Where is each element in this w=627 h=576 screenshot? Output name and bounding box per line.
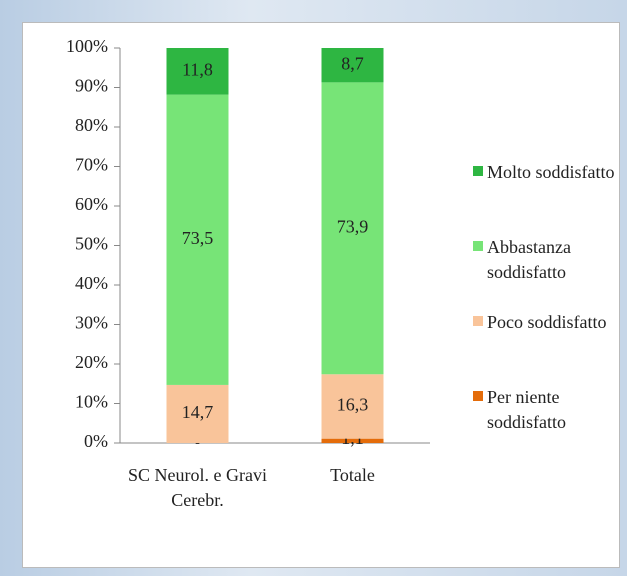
legend-swatch — [473, 391, 483, 401]
value-label: 8,7 — [341, 53, 364, 73]
y-tick-label: 50% — [75, 234, 108, 254]
value-label: 14,7 — [182, 402, 214, 422]
legend-swatch — [473, 241, 483, 251]
y-tick-label: 0% — [84, 431, 108, 451]
value-label: 16,3 — [337, 395, 369, 415]
bar-segment — [321, 48, 384, 83]
legend-swatch — [473, 316, 483, 326]
bar-segment — [166, 384, 229, 443]
y-tick-label: 70% — [75, 155, 108, 175]
y-tick-label: 100% — [66, 36, 108, 56]
y-tick-label: 60% — [75, 194, 108, 214]
legend-label: Poco soddisfatto — [487, 312, 607, 332]
legend-swatch — [473, 166, 483, 176]
x-tick-label: SC Neurol. e Gravi Cerebr. — [128, 465, 267, 510]
legend-label: Molto soddisfatto — [487, 162, 615, 182]
x-tick-label: Totale — [330, 465, 375, 485]
value-label: 11,8 — [182, 59, 213, 79]
y-tick-label: 90% — [75, 76, 108, 96]
value-label: 73,5 — [182, 228, 214, 248]
value-label: 73,9 — [337, 216, 369, 236]
legend-label: Abbastanza soddisfatto — [487, 237, 571, 282]
bar-segment — [166, 48, 229, 95]
y-tick-label: 10% — [75, 392, 108, 412]
y-tick-label: 80% — [75, 115, 108, 135]
bar-segment — [321, 438, 384, 443]
y-tick-label: 40% — [75, 273, 108, 293]
legend-label: Per niente soddisfatto — [487, 387, 566, 432]
y-tick-label: 20% — [75, 352, 108, 372]
chart-panel — [22, 22, 620, 568]
y-tick-label: 30% — [75, 313, 108, 333]
bar-segment — [321, 374, 384, 439]
bar-segment — [321, 82, 384, 375]
bar-segment — [166, 94, 229, 385]
